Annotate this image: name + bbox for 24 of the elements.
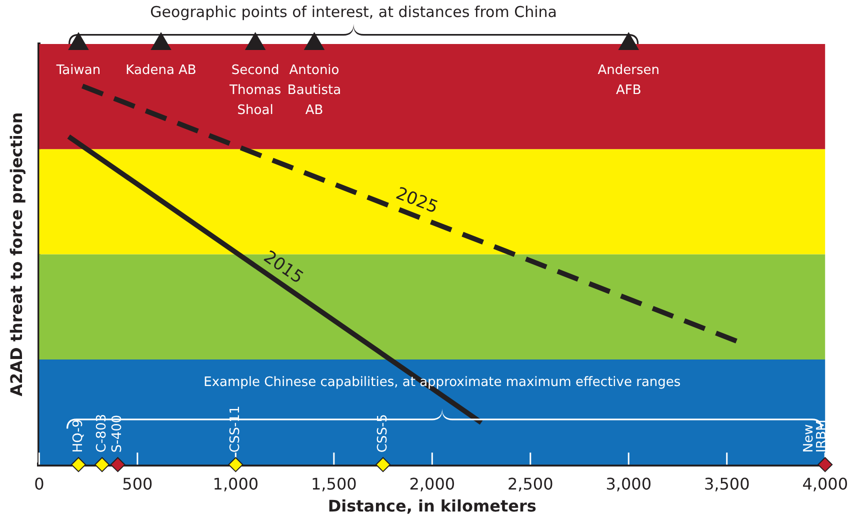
x-tick-label: 1,000 — [212, 474, 259, 494]
annotation: S-400 — [110, 414, 126, 453]
x-tick-label: 500 — [122, 474, 153, 494]
annotation: Andersen AFB — [598, 62, 660, 98]
annotation: Taiwan — [55, 62, 101, 78]
x-tick-label: 3,500 — [704, 474, 750, 494]
text: 2025 — [393, 184, 441, 218]
x-tick-label: 0 — [34, 474, 44, 494]
annotation: Antonio Bautista AB — [287, 62, 342, 118]
chart-title: Geographic points of interest, at distances from China — [150, 2, 557, 21]
annotation: CSS-11 — [228, 406, 244, 453]
annotation: HQ-9 — [70, 419, 86, 453]
annotation: Kadena AB — [126, 62, 196, 78]
x-axis-title: Distance, in kilometers — [328, 496, 536, 516]
x-tick-label: 1,500 — [311, 474, 357, 494]
x-tick-label: 3,000 — [606, 474, 652, 494]
annotation: Second Thomas Shoal — [228, 62, 282, 118]
annotation: New IRBM — [801, 420, 830, 453]
y-axis-title: A2AD threat to force projection — [6, 112, 26, 396]
x-tick-label: 4,000 — [802, 474, 848, 494]
annotation: CSS-5 — [375, 414, 390, 453]
x-tick-label: 2,500 — [507, 474, 554, 494]
x-tick-label: 2,000 — [409, 474, 456, 494]
annotation: C-803 — [94, 414, 110, 453]
